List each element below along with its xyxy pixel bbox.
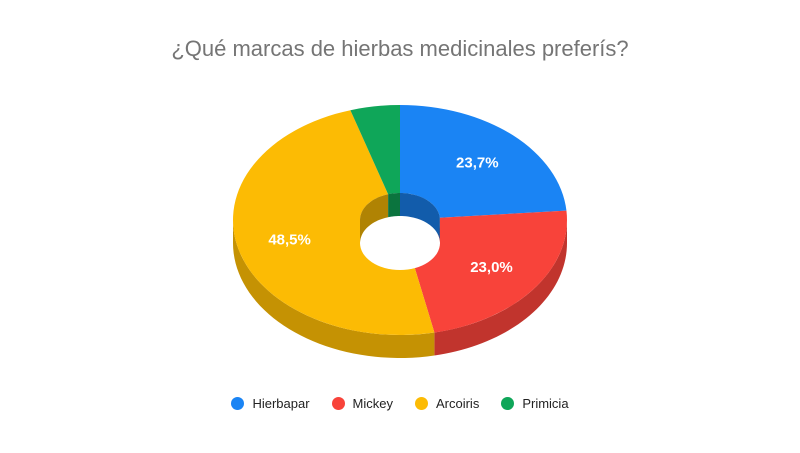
legend-swatch <box>501 397 515 410</box>
pie-hole-wall-primicia <box>388 193 400 218</box>
pie-slice-hierbapar <box>400 105 567 218</box>
chart-legend: Hierbapar Mickey Arcoiris Primicia <box>0 396 800 411</box>
slice-label-mickey: 23,0% <box>470 259 513 276</box>
slice-label-arcoiris: 48,5% <box>268 232 311 249</box>
pie-hole-wall-arcoiris <box>360 194 389 243</box>
pie-labels: 23,7% 23,0% 48,5% <box>268 154 512 276</box>
pie-slice-mickey <box>408 210 567 333</box>
legend-swatch <box>414 397 428 410</box>
pie-hole-wall-hierbapar <box>400 193 440 241</box>
legend-item-mickey[interactable]: Mickey <box>331 396 393 411</box>
legend-item-arcoiris[interactable]: Arcoiris <box>414 396 480 411</box>
pie-hole-floor <box>360 216 440 270</box>
pie-side-mickey <box>434 220 567 356</box>
legend-item-primicia[interactable]: Primicia <box>501 396 569 411</box>
pie-side-arcoiris <box>233 220 435 358</box>
legend-label: Hierbapar <box>252 396 310 411</box>
pie-slice-primicia <box>350 105 400 195</box>
legend-label: Primicia <box>522 396 569 411</box>
legend-item-hierbapar[interactable]: Hierbapar <box>231 396 310 411</box>
chart-title: ¿Qué marcas de hierbas medicinales prefe… <box>171 36 629 61</box>
pie-slice-arcoiris <box>233 110 435 335</box>
pie-tops <box>233 105 567 335</box>
slice-label-hierbapar: 23,7% <box>456 154 499 171</box>
legend-swatch <box>331 397 345 410</box>
legend-label: Mickey <box>352 396 393 411</box>
legend-label: Arcoiris <box>435 396 480 411</box>
legend-swatch <box>231 397 245 410</box>
pie-sides <box>233 220 567 358</box>
